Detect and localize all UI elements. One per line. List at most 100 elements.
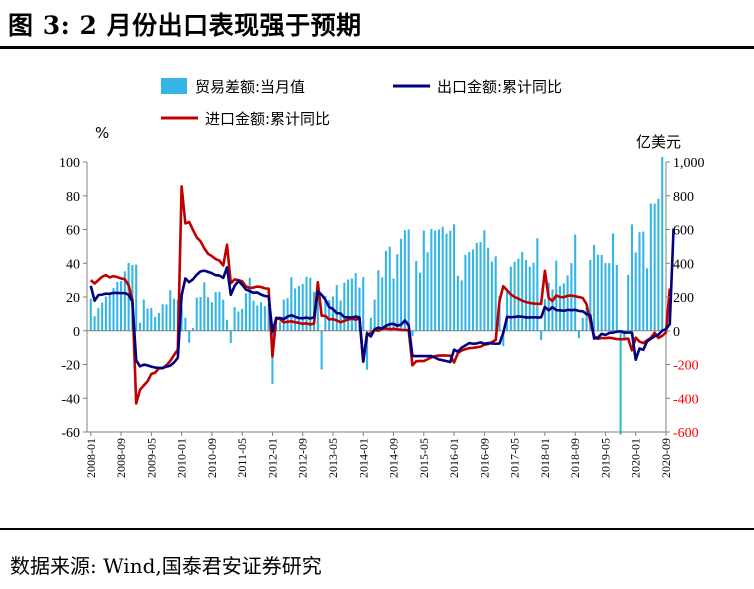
bar-trade-balance <box>120 281 123 331</box>
source-rule <box>0 528 754 530</box>
figure-title: 图 3: 2 月份出口表现强于预期 <box>8 11 362 40</box>
right-tick-label: -200 <box>673 359 699 374</box>
bar-trade-balance <box>649 203 652 331</box>
series-lines <box>89 185 675 405</box>
bar-trade-balance <box>456 275 459 331</box>
left-tick-label: 20 <box>66 291 80 306</box>
bar-trade-balance <box>267 302 270 331</box>
bar-trade-balance <box>301 284 304 331</box>
source-note: 数据来源: Wind,国泰君安证券研究 <box>10 554 322 578</box>
x-tick-label: 2020-01 <box>629 438 643 478</box>
bar-trade-balance <box>543 299 546 331</box>
x-tick-label: 2012-01 <box>265 438 279 478</box>
bar-trade-balance <box>502 330 505 347</box>
bar-trade-balance <box>328 300 331 331</box>
bar-trade-balance <box>294 288 297 331</box>
bar-trade-balance <box>445 233 448 331</box>
bar-trade-balance <box>366 330 369 370</box>
right-tick-label: 1,000 <box>673 156 705 171</box>
bar-trade-balance <box>377 270 380 331</box>
right-tick-label: 0 <box>673 325 680 340</box>
left-tick-label: 60 <box>66 224 80 239</box>
bar-trade-balance <box>237 311 240 331</box>
legend: 贸易差额:当月值 出口金额:累计同比 进口金额:累计同比 <box>161 78 562 128</box>
bar-trade-balance <box>362 277 365 331</box>
bar-trade-balance <box>161 304 164 331</box>
bar-trade-balance <box>173 298 176 331</box>
left-tick-label: -40 <box>61 392 80 407</box>
x-tick-label: 2017-05 <box>508 438 522 478</box>
x-tick-label: 2010-09 <box>205 438 219 478</box>
bar-trade-balance <box>551 289 554 331</box>
bar-trade-balance <box>657 198 660 331</box>
bar-trade-balance <box>483 230 486 331</box>
bar-trade-balance <box>241 308 244 331</box>
bar-trade-balance <box>422 230 425 331</box>
legend-label-export: 出口金额:累计同比 <box>437 78 562 96</box>
bar-trade-balance <box>252 300 255 331</box>
bar-trade-balance <box>135 264 138 331</box>
bar-trade-balance <box>608 263 611 331</box>
bar-trade-balance <box>642 231 645 331</box>
bar-trade-balance <box>540 330 543 341</box>
bar-trade-balance <box>203 282 206 331</box>
bar-trade-balance <box>150 307 153 331</box>
bar-trade-balance <box>509 266 512 331</box>
bar-trade-balance <box>278 321 282 331</box>
bar-trade-balance <box>600 254 603 331</box>
bar-trade-balance <box>449 230 452 331</box>
bar-trade-balance <box>154 316 157 331</box>
bar-trade-balance <box>434 230 437 331</box>
right-tick-label: 200 <box>673 291 694 306</box>
bar-trade-balance <box>214 291 217 331</box>
bar-trade-balance <box>403 230 406 331</box>
left-tick-label: 0 <box>73 325 80 340</box>
bar-trade-balance <box>521 252 524 331</box>
bar-trade-balance <box>101 302 104 331</box>
bar-trade-balance <box>195 297 198 331</box>
bar-trade-balance <box>222 299 225 331</box>
bar-trade-balance <box>188 330 191 343</box>
bar-trade-balance <box>471 249 475 331</box>
bar-trade-balance <box>441 226 444 331</box>
bar-trade-balance <box>347 279 350 331</box>
bar-trade-balance <box>93 316 96 331</box>
bar-trade-balance <box>623 330 626 339</box>
bar-trade-balance <box>638 232 641 331</box>
bar-trade-balance <box>354 273 357 331</box>
bar-trade-balance <box>577 330 580 339</box>
bar-trade-balance <box>487 247 490 331</box>
bar-trade-balance <box>596 254 599 331</box>
bar-trade-balance <box>581 317 584 331</box>
bar-trade-balance <box>286 298 289 331</box>
bar-trade-balance <box>407 229 410 331</box>
bar-trade-balance <box>524 260 528 331</box>
bar-trade-balance <box>369 317 372 331</box>
right-tick-label: -400 <box>673 392 699 407</box>
right-tick-label: 600 <box>673 224 694 239</box>
x-axis-ticks: 2008-01 2008-09 2009-05 2010-01 2010-09 2011-… <box>84 432 673 478</box>
legend-label-import: 进口金额:累计同比 <box>205 110 330 128</box>
bar-trade-balance <box>146 308 149 331</box>
x-tick-label: 2018-01 <box>538 438 552 478</box>
x-tick-label: 2010-01 <box>175 438 189 478</box>
bar-trade-balance <box>290 277 293 331</box>
bar-trade-balance <box>207 297 210 331</box>
legend-swatch-trade-balance <box>161 78 187 94</box>
left-axis-ticks: -60 -40 -20 0 20 40 60 80 100 <box>59 156 87 441</box>
bar-trade-balance <box>123 271 126 331</box>
title-rule <box>0 46 754 49</box>
right-axis-ticks: -600 -400 -200 0 200 400 600 800 1,000 <box>666 156 705 441</box>
bar-trade-balance <box>331 296 335 331</box>
bar-trade-balance <box>343 282 346 331</box>
bar-trade-balance <box>646 268 649 331</box>
bar-trade-balance <box>142 299 145 331</box>
bar-trade-balance <box>415 260 418 331</box>
bar-trade-balance <box>218 291 221 331</box>
bar-trade-balance <box>384 250 387 331</box>
bar-trade-balance <box>108 294 111 331</box>
bar-trade-balance <box>494 256 497 331</box>
bar-trade-balance <box>260 302 263 331</box>
left-unit-label: % <box>95 124 109 142</box>
